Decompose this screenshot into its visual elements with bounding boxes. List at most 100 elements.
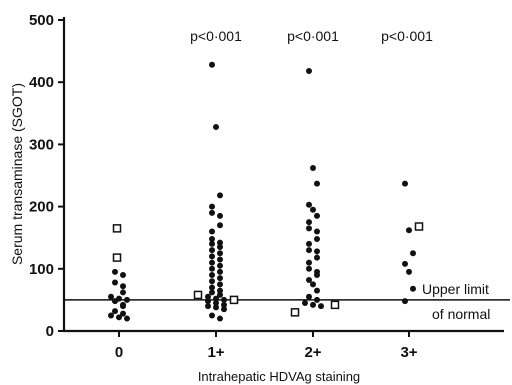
data-point: [120, 283, 126, 290]
of-normal-label: of normal: [432, 306, 490, 322]
axis-ticks: 0 100 200 300 400 500 0 1+ 2+ 3+: [29, 12, 418, 361]
data-point-square: [229, 295, 239, 305]
data-point: [306, 225, 312, 232]
y-tick-label: 500: [29, 12, 54, 29]
data-point: [302, 300, 308, 307]
p-value-labels: p<0·001 p<0·001 p<0·001: [190, 28, 433, 44]
upper-limit-reference: Upper limit of normal: [64, 281, 510, 322]
data-point: [217, 244, 223, 251]
data-point: [124, 296, 130, 303]
data-point: [217, 268, 223, 275]
y-tick-label: 200: [29, 199, 54, 216]
y-tick-label: 300: [29, 136, 54, 153]
x-tick-label: 0: [115, 344, 123, 361]
data-point: [221, 301, 227, 308]
data-point: [402, 298, 408, 305]
data-point: [205, 298, 211, 305]
data-point: [209, 209, 215, 216]
p-value-label: p<0·001: [381, 28, 433, 44]
data-point: [209, 272, 215, 279]
data-point: [120, 310, 126, 317]
data-point: [209, 240, 215, 247]
x-axis-label: Intrahepatic HDVAg staining: [198, 369, 360, 384]
data-point: [306, 247, 312, 254]
data-point: [217, 250, 223, 257]
data-point: [314, 254, 320, 261]
data-point: [217, 287, 223, 294]
data-point: [217, 256, 223, 263]
data-point: [209, 228, 215, 235]
data-point: [306, 240, 312, 247]
data-point: [209, 247, 215, 254]
data-point: [120, 303, 126, 310]
data-point: [314, 296, 320, 303]
data-point: [217, 222, 223, 229]
data-point: [116, 314, 122, 321]
data-point: [318, 303, 324, 310]
data-point: [221, 296, 227, 303]
data-point: [306, 259, 312, 266]
x-tick-label: 1+: [207, 344, 224, 361]
data-point: [124, 315, 130, 322]
data-points: [108, 61, 424, 322]
data-point: [406, 268, 412, 275]
data-point: [402, 180, 408, 187]
data-point: [310, 281, 316, 288]
data-point: [306, 265, 312, 272]
data-point: [209, 284, 215, 291]
upper-limit-label: Upper limit: [422, 281, 489, 297]
y-tick-label: 400: [29, 74, 54, 91]
data-point: [217, 291, 223, 298]
data-point: [306, 276, 312, 283]
data-point: [217, 192, 223, 199]
data-point-square: [112, 224, 122, 233]
data-point: [410, 285, 416, 292]
data-point: [209, 289, 215, 296]
data-point: [221, 306, 227, 313]
y-axis-label: Serum transaminase (SGOT): [9, 83, 25, 265]
data-point: [205, 303, 211, 310]
data-point: [209, 235, 215, 242]
data-point-square: [414, 222, 424, 231]
data-point: [306, 219, 312, 226]
data-point: [213, 123, 219, 130]
data-point: [120, 289, 126, 296]
data-point: [112, 308, 118, 315]
data-point: [217, 239, 223, 246]
data-point: [209, 253, 215, 260]
x-tick-label: 2+: [304, 344, 321, 361]
data-point: [217, 315, 223, 322]
data-point: [310, 206, 316, 213]
data-point: [217, 212, 223, 219]
p-value-label: p<0·001: [190, 28, 242, 44]
data-point: [209, 259, 215, 266]
p-value-label: p<0·001: [287, 28, 339, 44]
data-point: [213, 304, 219, 311]
data-point: [310, 301, 316, 308]
data-point: [306, 68, 312, 75]
data-point: [209, 278, 215, 285]
data-point: [213, 295, 219, 302]
data-point: [209, 61, 215, 68]
data-point: [314, 248, 320, 255]
data-point: [205, 293, 211, 300]
data-point: [108, 293, 114, 300]
data-point: [213, 300, 219, 307]
data-point: [120, 272, 126, 279]
data-point: [112, 279, 118, 286]
data-point: [310, 165, 316, 172]
data-point: [112, 298, 118, 305]
y-tick-label: 0: [46, 323, 54, 340]
data-point: [314, 287, 320, 294]
data-point: [217, 281, 223, 288]
data-point: [306, 293, 312, 300]
data-point: [314, 235, 320, 242]
data-point: [314, 212, 320, 219]
data-point: [209, 203, 215, 210]
data-point-square: [290, 308, 300, 317]
y-tick-label: 100: [29, 261, 54, 278]
data-point: [209, 312, 215, 319]
data-point: [217, 262, 223, 269]
data-point-square: [193, 290, 203, 300]
